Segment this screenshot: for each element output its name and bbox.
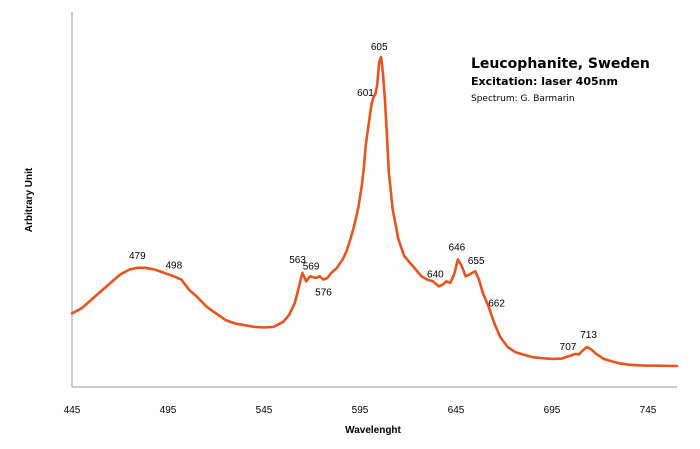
- x-tick-label: 645: [448, 405, 465, 416]
- peak-label: 498: [165, 260, 182, 271]
- peak-label: 569: [303, 261, 320, 272]
- peak-label: 655: [468, 256, 485, 267]
- x-tick-label: 595: [352, 405, 369, 416]
- x-tick-labels: 445 495 545 595 645 695 745: [64, 405, 657, 416]
- peak-label: 646: [449, 242, 466, 253]
- x-tick-label: 545: [256, 405, 273, 416]
- peak-label: 640: [427, 269, 444, 280]
- peak-label: 601: [357, 88, 374, 99]
- chart-title: Leucophanite, Sweden: [471, 56, 650, 72]
- x-tick-label: 695: [544, 405, 561, 416]
- spectrum-line: [70, 55, 679, 368]
- x-tick-label: 495: [160, 405, 177, 416]
- x-axis-title: Wavelenght: [345, 425, 401, 436]
- x-tick-label: 445: [64, 405, 81, 416]
- peak-label: 605: [371, 42, 388, 53]
- y-axis-title: Arbitrary Unit: [24, 167, 35, 232]
- peak-label: 662: [488, 299, 505, 310]
- chart-credit: Spectrum: G. Barmarin: [471, 94, 575, 104]
- peak-label: 707: [560, 342, 577, 353]
- peak-label: 576: [315, 288, 332, 299]
- peak-label: 713: [580, 330, 597, 341]
- peak-label: 479: [129, 251, 146, 262]
- x-tick-label: 745: [640, 405, 657, 416]
- peak-label: 563: [289, 255, 306, 266]
- chart-subtitle: Excitation: laser 405nm: [471, 75, 618, 88]
